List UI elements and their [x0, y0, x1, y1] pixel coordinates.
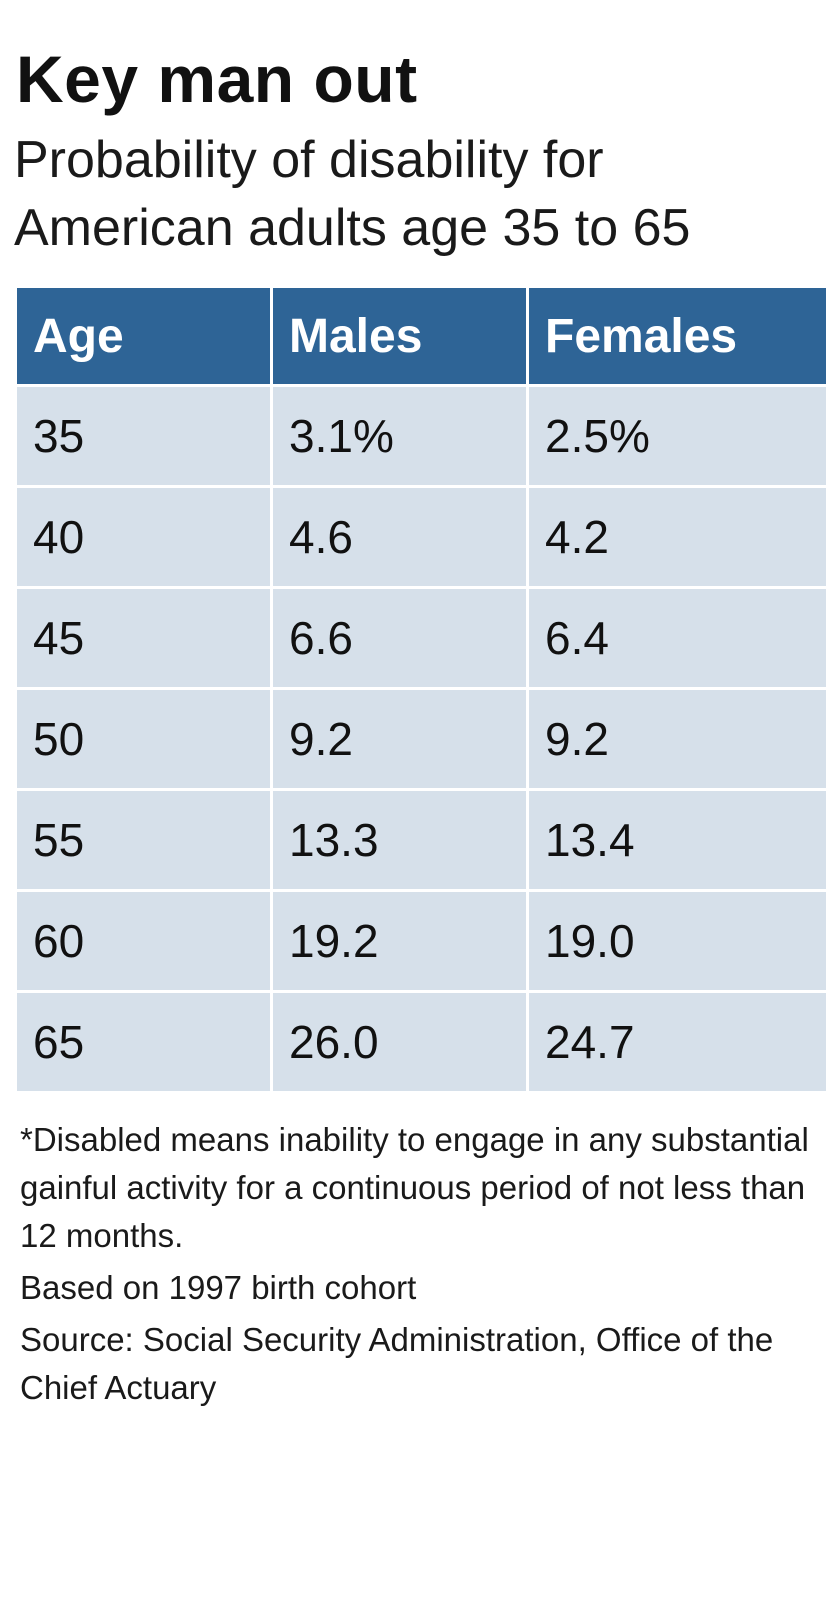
cell-females: 6.4	[526, 586, 829, 690]
cell-females: 4.2	[526, 485, 829, 589]
table-row: 55 13.3 13.4	[14, 788, 829, 892]
cell-females: 9.2	[526, 687, 829, 791]
table-row: 45 6.6 6.4	[14, 586, 829, 690]
cell-age: 40	[14, 485, 273, 589]
cell-males: 6.6	[270, 586, 529, 690]
table-row: 60 19.2 19.0	[14, 889, 829, 993]
cell-age: 45	[14, 586, 273, 690]
cell-males: 3.1%	[270, 384, 529, 488]
cell-age: 55	[14, 788, 273, 892]
cell-males: 19.2	[270, 889, 529, 993]
chart-container: Key man out Probability of disability fo…	[14, 0, 829, 1416]
data-table: Age Males Females 35 3.1% 2.5% 40 4.6 4.2 45 6.…	[14, 285, 829, 1094]
table-body: 35 3.1% 2.5% 40 4.6 4.2 45 6.6 6.4 50 9.2 9.2 55 13.3…	[14, 384, 829, 1094]
cell-age: 65	[14, 990, 273, 1094]
table-row: 35 3.1% 2.5%	[14, 384, 829, 488]
definition-note: *Disabled means inability to engage in a…	[20, 1121, 809, 1254]
cell-females: 13.4	[526, 788, 829, 892]
cell-females: 2.5%	[526, 384, 829, 488]
table-row: 50 9.2 9.2	[14, 687, 829, 791]
cell-females: 19.0	[526, 889, 829, 993]
footnotes: *Disabled means inability to engage in a…	[20, 1116, 826, 1412]
cohort-note: Based on 1997 birth cohort	[20, 1269, 417, 1306]
cell-age: 35	[14, 384, 273, 488]
cell-females: 24.7	[526, 990, 829, 1094]
source-note: Source: Social Security Administration, …	[20, 1321, 774, 1406]
cell-males: 9.2	[270, 687, 529, 791]
chart-title: Key man out	[16, 42, 418, 116]
table-row: 65 26.0 24.7	[14, 990, 829, 1094]
cell-males: 13.3	[270, 788, 529, 892]
table-header-row: Age Males Females	[14, 285, 829, 387]
header-females: Females	[526, 285, 829, 387]
cell-males: 4.6	[270, 485, 529, 589]
cell-age: 50	[14, 687, 273, 791]
header-males: Males	[270, 285, 529, 387]
cell-males: 26.0	[270, 990, 529, 1094]
table-row: 40 4.6 4.2	[14, 485, 829, 589]
header-age: Age	[14, 285, 273, 387]
chart-subtitle: Probability of disability for American a…	[14, 131, 691, 257]
cell-age: 60	[14, 889, 273, 993]
